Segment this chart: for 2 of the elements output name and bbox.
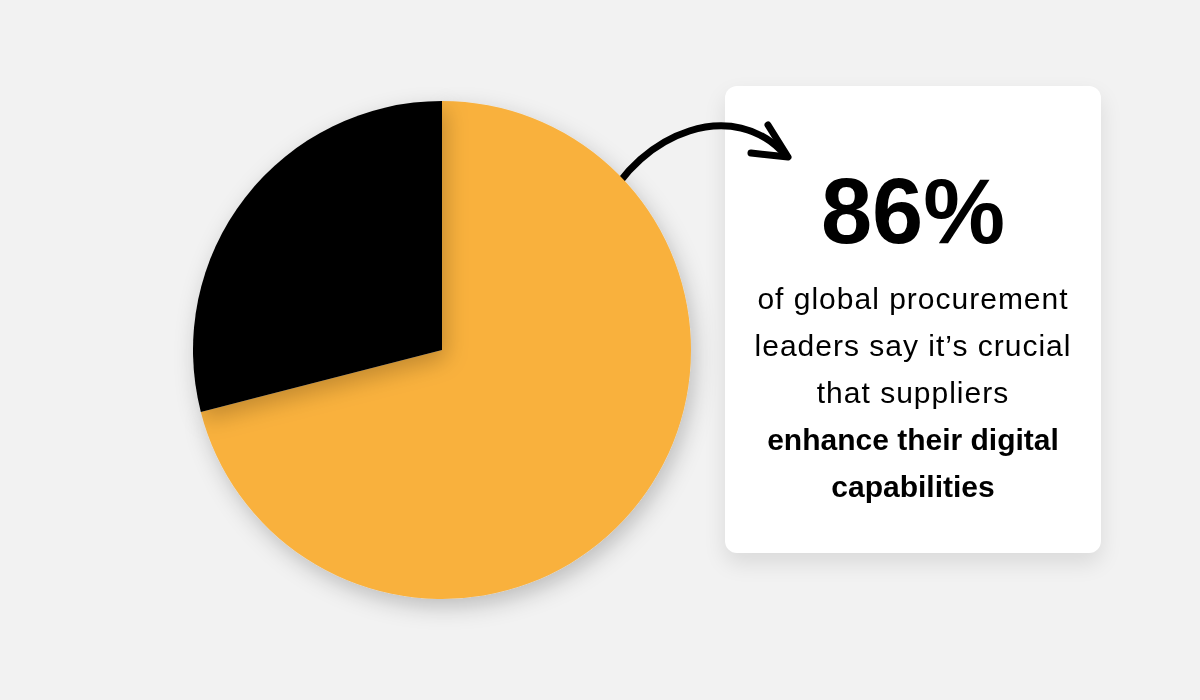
text: 86%: [819, 160, 1007, 262]
text: enhance their digital capabilities: [766, 422, 1060, 505]
